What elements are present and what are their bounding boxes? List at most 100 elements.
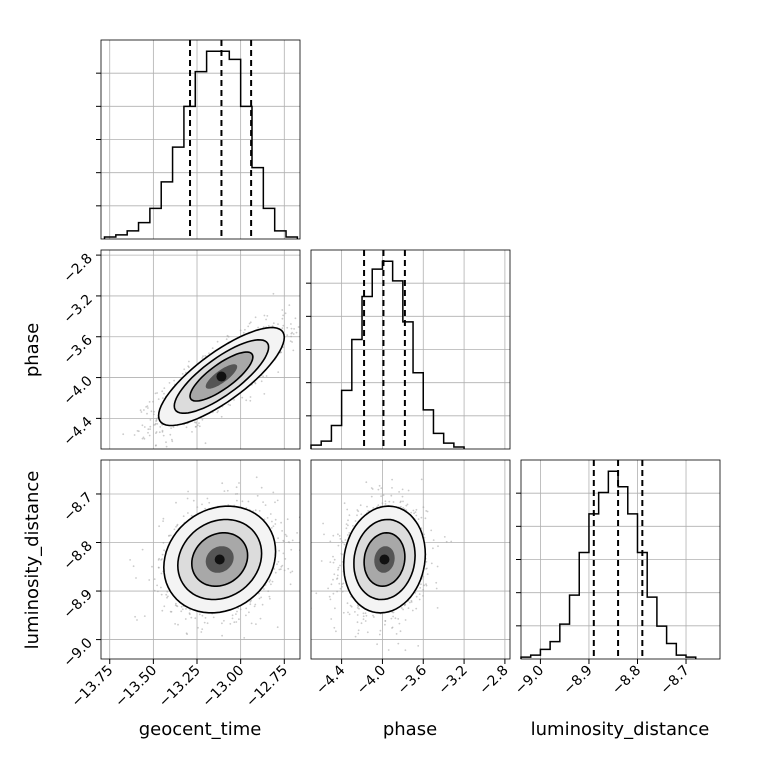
sample-point (270, 583, 272, 586)
sample-point (238, 482, 240, 484)
sample-point (436, 607, 439, 609)
sample-point (243, 637, 246, 639)
sample-point (292, 333, 295, 335)
sample-point (398, 491, 400, 493)
sample-point (358, 607, 360, 610)
sample-point (225, 338, 228, 341)
sample-point (267, 590, 270, 593)
sample-point (329, 598, 332, 601)
sample-point (231, 617, 234, 620)
histogram-step-geocent-time (103, 50, 299, 239)
sample-point (380, 495, 382, 498)
sample-point (432, 547, 434, 550)
sample-point (289, 583, 292, 586)
sample-point (226, 334, 229, 337)
sample-point (388, 500, 391, 503)
sample-point (384, 503, 387, 505)
sample-point (286, 518, 289, 521)
sample-point (147, 428, 150, 431)
sample-point (159, 426, 162, 428)
sample-point (333, 626, 336, 629)
sample-point (208, 352, 210, 355)
sample-point (284, 558, 287, 560)
panel-frame (100, 39, 301, 240)
sample-point (266, 517, 269, 519)
sample-point (254, 509, 257, 512)
sample-point (181, 373, 184, 375)
y-tick-label-luminosity-distance: −9.0 (60, 635, 95, 670)
sample-point (141, 437, 144, 440)
sample-point (204, 617, 207, 619)
sample-point (188, 612, 191, 614)
sample-point (249, 321, 252, 324)
sample-point (308, 338, 310, 340)
sample-point (430, 529, 433, 532)
sample-point (187, 490, 190, 493)
sample-point (390, 617, 393, 620)
sample-point (417, 645, 420, 647)
sample-point (432, 539, 435, 541)
sample-point (153, 424, 155, 426)
sample-point (291, 539, 294, 542)
sample-point (291, 341, 293, 343)
sample-point (422, 588, 425, 591)
sample-point (384, 620, 387, 622)
sample-point (157, 398, 160, 400)
sample-point (346, 508, 349, 511)
sample-point (211, 347, 214, 349)
sample-point (281, 317, 284, 320)
sample-point (344, 539, 347, 541)
sample-point (165, 441, 167, 444)
sample-point (134, 615, 137, 618)
sample-point (250, 599, 253, 602)
sample-point (220, 415, 223, 418)
sample-point (236, 610, 238, 613)
sample-point (399, 630, 402, 633)
sample-point (426, 573, 429, 575)
sample-point (365, 481, 368, 484)
sample-point (190, 514, 193, 517)
labels: geocent_time phase luminosity_distance p… (22, 323, 709, 740)
panels: −13.75−13.50−13.25−13.00−12.75 −4.4 −4.0 −3… (60, 39, 721, 710)
sample-point (166, 590, 169, 593)
sample-point (201, 418, 204, 421)
x-tick-label-luminosity-distance: −8.7 (657, 663, 692, 698)
sample-point (329, 540, 332, 543)
sample-point (290, 327, 293, 330)
sample-point (186, 497, 189, 500)
sample-point (380, 487, 383, 489)
sample-point (148, 579, 151, 581)
histogram-step-phase (310, 260, 465, 449)
sample-point (272, 491, 275, 494)
sample-point (139, 409, 142, 412)
sample-point (183, 368, 186, 371)
sample-point (402, 507, 405, 509)
sample-point (377, 504, 380, 507)
sample-point (270, 527, 273, 529)
sample-point (357, 510, 360, 513)
sample-point (360, 513, 363, 516)
sample-point (418, 598, 421, 601)
sample-point (190, 616, 193, 619)
sample-point (147, 407, 149, 409)
sample-point (296, 532, 298, 534)
sample-point (241, 396, 244, 399)
sample-point (263, 393, 266, 395)
sample-point (282, 324, 285, 327)
x-tick-label-phase: −4.4 (313, 662, 348, 697)
sample-point (281, 530, 283, 532)
sample-point (359, 504, 362, 507)
sample-point (206, 622, 209, 625)
sample-point (410, 511, 413, 514)
sample-point (372, 507, 375, 509)
sample-point (348, 532, 351, 534)
sample-point (450, 540, 453, 543)
x-tick-label-luminosity-distance: −8.8 (609, 663, 644, 698)
sample-point (277, 537, 279, 540)
sample-point (163, 387, 166, 389)
sample-point (277, 371, 280, 373)
sample-point (337, 568, 339, 571)
x-tick-label-phase: −2.8 (476, 663, 511, 698)
sample-point (397, 618, 400, 620)
sample-point (284, 312, 287, 315)
